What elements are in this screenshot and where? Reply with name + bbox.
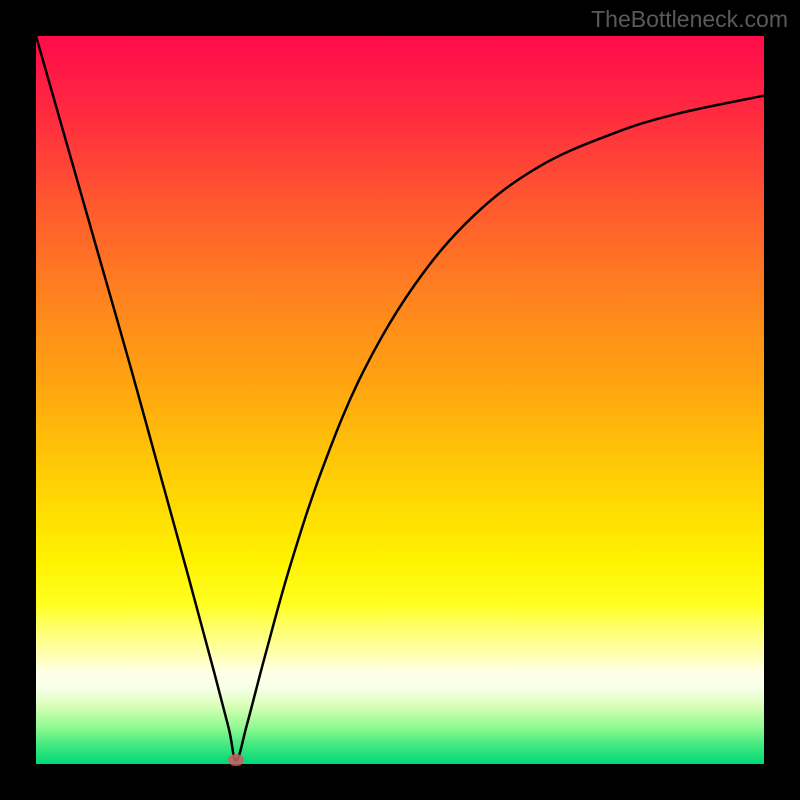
plot-area (36, 36, 764, 764)
bottleneck-curve (36, 36, 764, 764)
minimum-marker (228, 754, 244, 766)
watermark-text: TheBottleneck.com (591, 6, 788, 33)
